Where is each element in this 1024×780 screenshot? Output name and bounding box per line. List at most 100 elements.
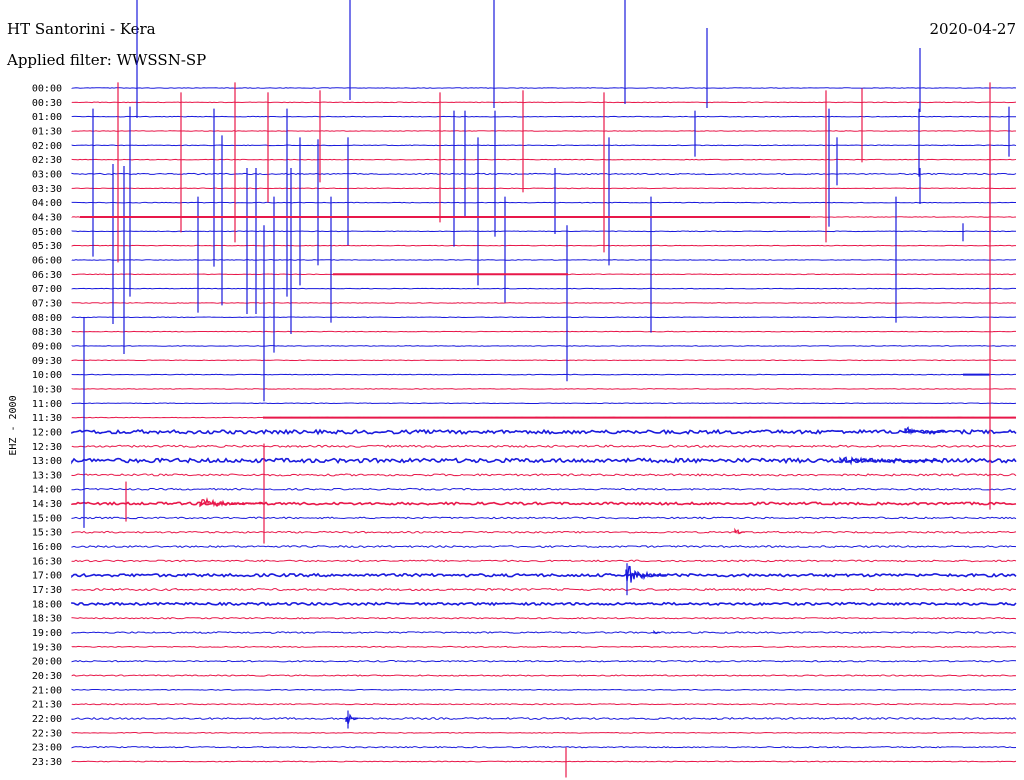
trace-line (71, 330, 1017, 333)
spikes (80, 0, 1016, 778)
time-label: 20:00 (32, 657, 62, 668)
trace-line (71, 373, 1017, 376)
time-label: 17:00 (32, 571, 62, 582)
time-label: 14:00 (32, 485, 62, 496)
time-label: 22:00 (32, 714, 62, 725)
time-label: 08:00 (32, 313, 62, 324)
time-label: 06:00 (32, 255, 62, 266)
time-label: 08:30 (32, 327, 62, 338)
trace-line (71, 716, 1017, 721)
trace-line (71, 631, 1017, 635)
trace-line (71, 674, 1017, 677)
trace-line (71, 444, 1017, 448)
trace-line (71, 587, 1016, 592)
time-label: 00:00 (32, 84, 62, 95)
trace-line (71, 345, 1017, 347)
time-label: 16:30 (32, 556, 62, 567)
time-label: 19:30 (32, 642, 62, 653)
time-label: 05:00 (32, 227, 62, 238)
time-label: 14:30 (32, 499, 62, 510)
time-label: 01:30 (32, 126, 62, 137)
trace-line (71, 402, 1017, 405)
date-label: 2020-04-27 (929, 20, 1016, 38)
time-label: 20:30 (32, 671, 62, 682)
time-label: 04:30 (32, 212, 62, 223)
time-label: 15:30 (32, 528, 62, 539)
station-title: HT Santorini - Kera (7, 20, 156, 38)
time-label: 17:30 (32, 585, 62, 596)
trace-line (71, 559, 1017, 563)
trace-line (71, 259, 1017, 261)
traces (71, 87, 1017, 763)
time-label: 21:30 (32, 700, 62, 711)
time-label: 02:30 (32, 155, 62, 166)
seismic-event (199, 496, 266, 508)
trace-line (71, 473, 1017, 477)
time-label: 16:00 (32, 542, 62, 553)
trace-line (71, 530, 1017, 534)
time-label: 05:30 (32, 241, 62, 252)
trace-line (71, 187, 1017, 190)
time-label: 07:30 (32, 298, 62, 309)
trace-line (71, 101, 1017, 104)
time-label: 04:00 (32, 198, 62, 209)
filter-label: Applied filter: WWSSN-SP (7, 51, 207, 69)
trace-line (71, 659, 1017, 663)
trace-line (71, 388, 1017, 390)
trace-line (71, 545, 1017, 549)
trace-line (71, 287, 1017, 290)
trace-line (71, 428, 1017, 436)
trace-line (71, 487, 1017, 491)
trace-line (71, 688, 1017, 691)
time-label: 18:00 (32, 599, 62, 610)
time-label: 23:30 (32, 757, 62, 768)
time-label: 13:30 (32, 470, 62, 481)
trace-line (71, 130, 1016, 132)
time-labels: 00:00 00:30 01:00 01:30 02:00 02:30 03:00 03:30… (32, 84, 62, 769)
time-label: 10:30 (32, 384, 62, 395)
time-label: 19:00 (32, 628, 62, 639)
seismic-event (904, 426, 946, 436)
trace-line (71, 572, 1017, 579)
seismic-event (345, 713, 359, 725)
time-label: 13:00 (32, 456, 62, 467)
trace-line (71, 316, 1017, 319)
trace-line (71, 746, 1017, 749)
time-label: 12:00 (32, 427, 62, 438)
time-label: 21:00 (32, 685, 62, 696)
trace-line (71, 87, 1017, 89)
time-label: 06:30 (32, 270, 62, 281)
time-label: 22:30 (32, 728, 62, 739)
trace-line (71, 302, 1017, 304)
trace-line (71, 516, 1017, 520)
time-label: 00:30 (32, 98, 62, 109)
seismic-event (653, 629, 661, 635)
time-label: 03:00 (32, 169, 62, 180)
time-label: 11:30 (32, 413, 62, 424)
trace-line (71, 703, 1017, 706)
trace-line (71, 230, 1017, 233)
trace-line (71, 359, 1017, 362)
trace-line (71, 760, 1017, 763)
time-label: 03:30 (32, 184, 62, 195)
time-label: 01:00 (32, 112, 62, 123)
time-label: 10:00 (32, 370, 62, 381)
trace-line (71, 144, 1017, 147)
time-label: 12:30 (32, 442, 62, 453)
time-label: 18:30 (32, 614, 62, 625)
trace-line (71, 601, 1017, 607)
trace-line (71, 731, 1017, 734)
trace-line (71, 617, 1017, 620)
time-label: 23:00 (32, 743, 62, 754)
time-label: 09:00 (32, 341, 62, 352)
trace-line (71, 244, 1017, 247)
time-label: 07:00 (32, 284, 62, 295)
trace-line (71, 201, 1017, 204)
trace-line (71, 158, 1017, 161)
time-label: 09:30 (32, 356, 62, 367)
seismic-event (734, 527, 746, 535)
trace-line (71, 645, 1017, 648)
seismic-event (625, 565, 667, 583)
time-label: 02:00 (32, 141, 62, 152)
